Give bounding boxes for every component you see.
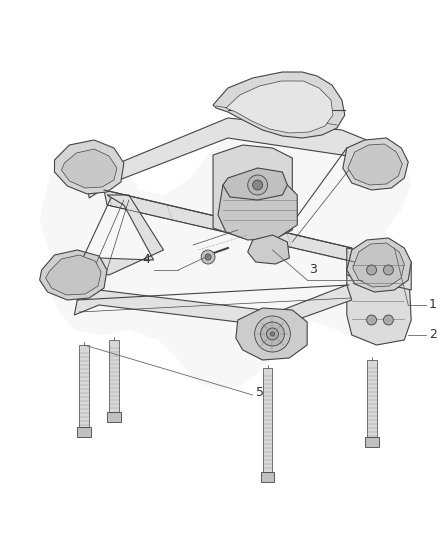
Polygon shape — [218, 175, 297, 240]
Circle shape — [267, 328, 279, 340]
Polygon shape — [236, 308, 307, 360]
Polygon shape — [347, 248, 411, 345]
Polygon shape — [79, 345, 89, 427]
Polygon shape — [261, 472, 275, 482]
Circle shape — [201, 250, 215, 264]
Circle shape — [383, 315, 393, 325]
Polygon shape — [46, 255, 101, 295]
Polygon shape — [347, 248, 411, 290]
Polygon shape — [104, 190, 355, 262]
Polygon shape — [39, 250, 107, 300]
Polygon shape — [353, 243, 404, 287]
Polygon shape — [248, 235, 290, 264]
Circle shape — [367, 315, 377, 325]
Polygon shape — [79, 195, 163, 275]
Polygon shape — [348, 144, 402, 185]
Circle shape — [253, 180, 262, 190]
Text: 1: 1 — [429, 298, 437, 311]
Polygon shape — [74, 285, 352, 325]
Polygon shape — [61, 149, 117, 188]
Circle shape — [248, 175, 268, 195]
Polygon shape — [107, 412, 121, 422]
Circle shape — [383, 265, 393, 275]
Circle shape — [205, 254, 211, 260]
Polygon shape — [109, 340, 119, 412]
Text: 3: 3 — [309, 263, 317, 276]
Polygon shape — [343, 138, 408, 190]
Polygon shape — [367, 360, 377, 437]
Polygon shape — [365, 437, 378, 447]
Circle shape — [254, 316, 290, 352]
Polygon shape — [213, 72, 345, 138]
Polygon shape — [54, 140, 124, 194]
Polygon shape — [226, 81, 333, 133]
Polygon shape — [39, 100, 411, 390]
Polygon shape — [87, 118, 392, 198]
Text: 4: 4 — [143, 253, 151, 266]
Text: 2: 2 — [429, 328, 437, 342]
Circle shape — [261, 322, 284, 346]
Polygon shape — [77, 427, 91, 437]
Polygon shape — [213, 145, 292, 240]
Circle shape — [271, 332, 275, 336]
Polygon shape — [262, 368, 272, 472]
Text: 5: 5 — [256, 386, 264, 400]
Polygon shape — [347, 238, 411, 292]
Polygon shape — [223, 168, 287, 200]
Circle shape — [367, 265, 377, 275]
